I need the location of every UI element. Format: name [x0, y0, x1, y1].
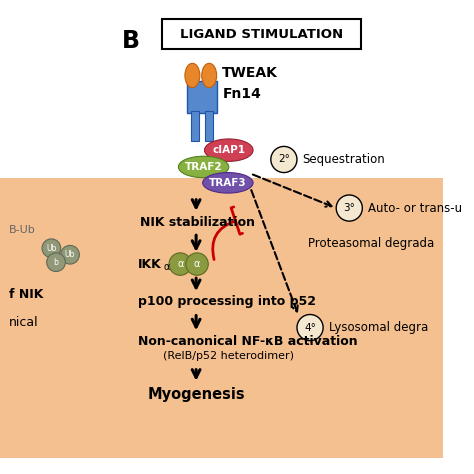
- FancyBboxPatch shape: [0, 152, 109, 466]
- Text: NIK stabilization: NIK stabilization: [140, 217, 255, 229]
- Text: LIGAND STIMULATION: LIGAND STIMULATION: [180, 28, 343, 41]
- Text: α: α: [194, 259, 200, 269]
- FancyBboxPatch shape: [110, 16, 443, 178]
- Text: B-Ub: B-Ub: [9, 225, 36, 235]
- Text: TWEAK: TWEAK: [222, 65, 278, 80]
- Text: nical: nical: [9, 317, 39, 329]
- Circle shape: [42, 239, 61, 257]
- Text: p100 processing into p52: p100 processing into p52: [138, 295, 316, 308]
- Ellipse shape: [202, 64, 217, 88]
- Text: α: α: [164, 262, 170, 272]
- Text: Myogenesis: Myogenesis: [147, 387, 245, 402]
- Text: TRAF2: TRAF2: [185, 162, 222, 172]
- Text: Auto- or trans-u: Auto- or trans-u: [368, 201, 462, 215]
- Bar: [191, 111, 199, 141]
- Ellipse shape: [178, 156, 229, 178]
- Text: α: α: [177, 259, 183, 269]
- Text: Fn14: Fn14: [222, 87, 261, 101]
- Text: 3°: 3°: [343, 203, 355, 213]
- Text: Ub: Ub: [46, 244, 56, 253]
- Ellipse shape: [203, 173, 253, 193]
- Bar: [205, 111, 213, 141]
- Ellipse shape: [185, 64, 200, 88]
- FancyBboxPatch shape: [99, 148, 454, 470]
- Text: Sequestration: Sequestration: [302, 153, 385, 166]
- Text: IKK: IKK: [138, 257, 162, 271]
- Text: b: b: [54, 258, 58, 267]
- Circle shape: [297, 315, 323, 341]
- Text: 4°: 4°: [304, 323, 316, 333]
- Text: Lysosomal degra: Lysosomal degra: [329, 321, 428, 334]
- Text: TRAF3: TRAF3: [209, 178, 246, 188]
- Text: f NIK: f NIK: [9, 288, 44, 301]
- Circle shape: [186, 253, 208, 275]
- Text: 2°: 2°: [278, 155, 290, 164]
- Circle shape: [271, 146, 297, 173]
- Text: cIAP1: cIAP1: [212, 145, 246, 155]
- Text: Proteasomal degrada: Proteasomal degrada: [308, 237, 435, 250]
- FancyBboxPatch shape: [0, 16, 110, 178]
- Text: B: B: [121, 29, 139, 53]
- Circle shape: [61, 246, 79, 264]
- Circle shape: [336, 195, 362, 221]
- Ellipse shape: [204, 139, 253, 161]
- FancyBboxPatch shape: [187, 81, 217, 113]
- Circle shape: [169, 253, 191, 275]
- Text: Non-canonical NF-κB activation: Non-canonical NF-κB activation: [138, 335, 358, 348]
- Text: (RelB/p52 heterodimer): (RelB/p52 heterodimer): [164, 351, 294, 361]
- Text: Ub: Ub: [65, 250, 75, 259]
- FancyBboxPatch shape: [162, 19, 361, 49]
- Circle shape: [47, 253, 65, 272]
